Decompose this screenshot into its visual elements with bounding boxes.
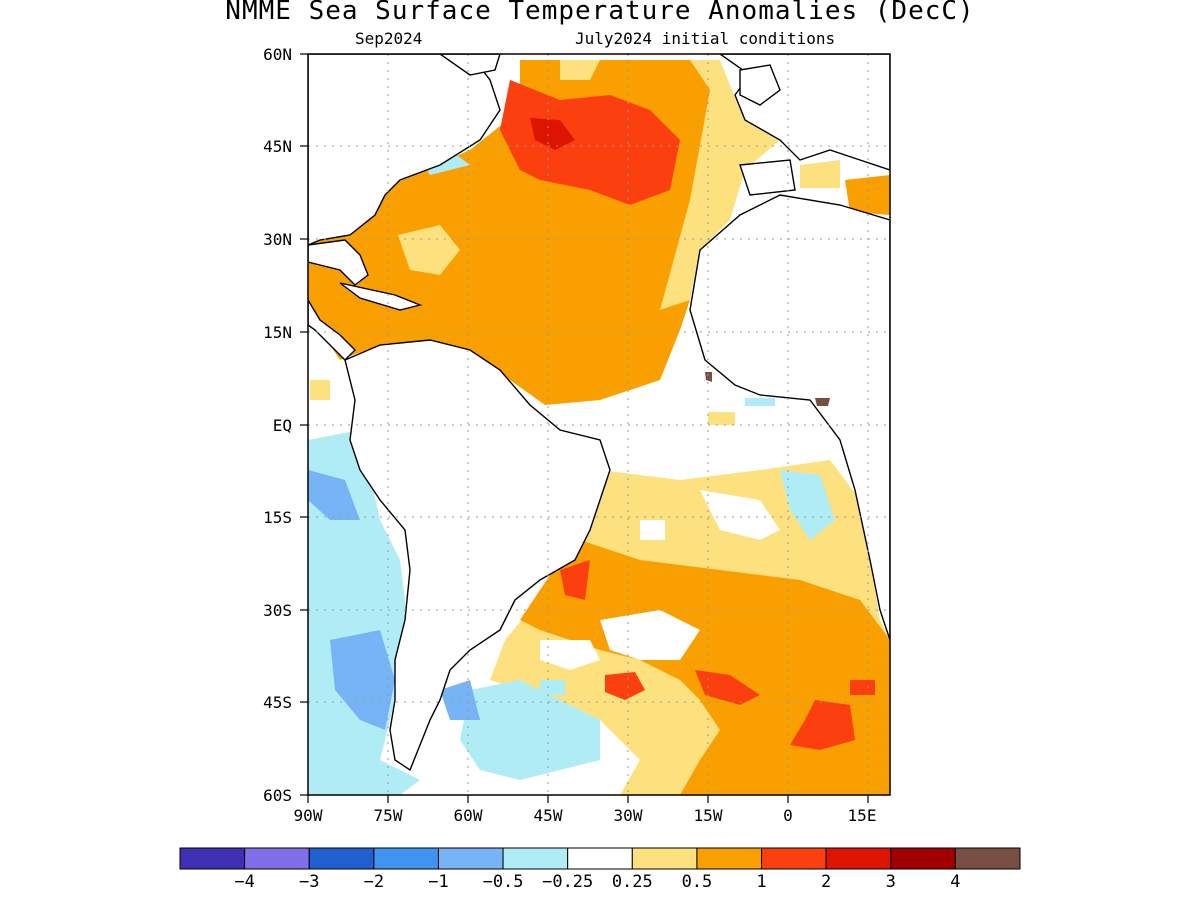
lon-label: 75W <box>373 806 403 825</box>
colorbar-swatch <box>502 847 569 870</box>
lat-label: EQ <box>272 416 292 435</box>
lat-label: 60N <box>263 45 292 64</box>
colorbar-swatch <box>179 847 246 870</box>
colorbar-swatch <box>567 847 633 870</box>
lat-label: 45S <box>263 693 292 712</box>
colorbar-label: −0.5 <box>482 872 524 892</box>
colorbar-swatch <box>631 847 698 870</box>
colorbar-swatch <box>244 847 310 870</box>
lat-label: 15N <box>263 323 292 342</box>
colorbar <box>179 847 1021 870</box>
lon-label: 0 <box>783 806 793 825</box>
colorbar-label: −1 <box>428 872 449 892</box>
lon-label: 60W <box>453 806 483 825</box>
colorbar-swatch <box>437 847 504 870</box>
colorbar-label: 1 <box>756 872 767 892</box>
graticule <box>308 54 890 795</box>
lat-label: 30S <box>263 601 292 620</box>
colorbar-swatch <box>890 847 956 870</box>
colorbar-swatch <box>308 847 375 870</box>
colorbar-swatch <box>373 847 439 870</box>
colorbar-label: −0.25 <box>542 872 594 892</box>
colorbar-label: −2 <box>363 872 385 892</box>
lon-label: 15E <box>847 806 877 825</box>
lat-label: 15S <box>263 508 292 527</box>
map-title: NMME Sea Surface Temperature Anomalies (… <box>225 0 975 26</box>
lat-label: 45N <box>263 137 292 156</box>
colorbar-label: 2 <box>821 872 832 892</box>
colorbar-swatch <box>825 847 892 870</box>
lat-label: 30N <box>263 230 292 249</box>
colorbar-label: 0.25 <box>611 872 653 892</box>
colorbar-swatch <box>761 847 827 870</box>
land-coastlines <box>308 54 890 772</box>
colorbar-swatch <box>954 847 1021 870</box>
lon-label: 15W <box>693 806 723 825</box>
lon-label: 30W <box>613 806 643 825</box>
forecast-month: Sep2024 <box>355 29 423 48</box>
anomaly-shading <box>308 55 890 795</box>
colorbar-label: 0.5 <box>681 872 713 892</box>
colorbar-swatch <box>696 847 763 870</box>
lon-label: 90W <box>293 806 323 825</box>
lon-label: 45W <box>533 806 563 825</box>
colorbar-label: 4 <box>950 872 961 892</box>
colorbar-label: −3 <box>298 872 320 892</box>
lat-label: 60S <box>263 786 292 805</box>
colorbar-label: 3 <box>885 872 896 892</box>
initial-conditions: July2024 initial conditions <box>575 29 836 48</box>
colorbar-label: −4 <box>234 872 255 892</box>
